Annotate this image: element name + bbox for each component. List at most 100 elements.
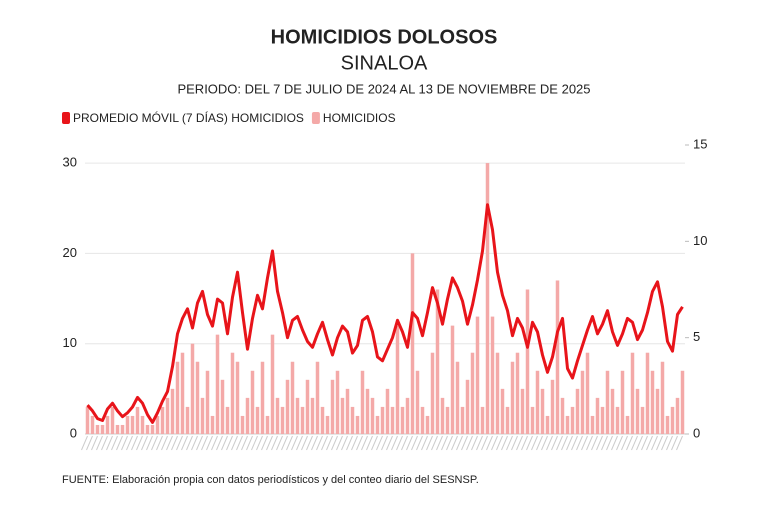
source-note: FUENTE: Elaboración propia con datos per… <box>62 474 479 486</box>
bar <box>295 397 300 434</box>
bar <box>660 361 665 434</box>
bar <box>645 352 650 434</box>
x-tick <box>246 435 253 451</box>
x-tick <box>336 435 343 451</box>
bar <box>130 415 135 434</box>
x-tick <box>551 435 558 451</box>
bar <box>300 406 305 434</box>
x-tick <box>291 435 298 451</box>
bar <box>360 370 365 434</box>
bar <box>150 424 155 434</box>
bar <box>120 424 125 434</box>
bar <box>110 406 115 434</box>
x-tick <box>496 435 503 451</box>
bar <box>625 415 630 434</box>
bar <box>400 406 405 434</box>
x-tick <box>321 435 328 451</box>
chart-title: HOMICIDIOS DOLOSOS <box>271 26 498 48</box>
y-tick-label: 20 <box>63 245 77 260</box>
x-tick <box>261 435 268 451</box>
x-tick <box>646 435 653 451</box>
x-tick <box>611 435 618 451</box>
bar <box>350 406 355 434</box>
bar <box>125 415 130 434</box>
x-tick <box>191 435 198 451</box>
legend-label: HOMICIDIOS <box>323 111 396 125</box>
bar <box>220 379 225 434</box>
x-tick <box>411 435 418 451</box>
x-tick <box>476 435 483 451</box>
x-tick <box>661 435 668 451</box>
bar <box>425 415 430 434</box>
x-tick <box>376 435 383 451</box>
bar <box>165 397 170 434</box>
x-tick <box>636 435 643 451</box>
x-tick <box>366 435 373 451</box>
x-tick <box>581 435 588 451</box>
x-tick <box>111 435 118 451</box>
x-tick <box>226 435 233 451</box>
x-tick <box>431 435 438 451</box>
x-tick <box>236 435 243 451</box>
bar <box>85 406 90 434</box>
x-tick <box>541 435 548 451</box>
x-tick <box>96 435 103 451</box>
bar <box>560 397 565 434</box>
x-tick <box>641 435 648 451</box>
x-tick <box>121 435 128 451</box>
x-tick <box>126 435 133 451</box>
bar <box>340 397 345 434</box>
x-tick <box>586 435 593 451</box>
bar <box>205 370 210 434</box>
bar <box>680 370 685 434</box>
bar <box>255 406 260 434</box>
bar <box>475 316 480 434</box>
bar <box>655 388 660 434</box>
bar <box>495 352 500 434</box>
x-tick <box>381 435 388 451</box>
x-tick <box>81 435 88 451</box>
bar <box>415 370 420 434</box>
x-tick <box>466 435 473 451</box>
bar <box>190 343 195 434</box>
bar <box>510 361 515 434</box>
x-tick <box>256 435 263 451</box>
x-tick <box>401 435 408 451</box>
legend-swatch <box>62 112 70 124</box>
x-tick <box>456 435 463 451</box>
bar <box>175 361 180 434</box>
x-tick <box>471 435 478 451</box>
x-tick <box>361 435 368 451</box>
x-tick <box>446 435 453 451</box>
x-tick <box>151 435 158 451</box>
x-tick <box>491 435 498 451</box>
bar <box>285 379 290 434</box>
x-tick <box>521 435 528 451</box>
bar <box>610 388 615 434</box>
bar <box>465 379 470 434</box>
bar <box>430 352 435 434</box>
x-tick <box>171 435 178 451</box>
x-tick <box>451 435 458 451</box>
bar <box>620 370 625 434</box>
x-tick <box>326 435 333 451</box>
x-tick <box>166 435 173 451</box>
x-tick <box>671 435 678 451</box>
bar <box>250 370 255 434</box>
bar <box>315 361 320 434</box>
x-tick <box>206 435 213 451</box>
y2-tick-label: 5 <box>693 329 700 344</box>
bar <box>590 415 595 434</box>
bar <box>145 424 150 434</box>
bar <box>375 415 380 434</box>
x-tick <box>426 435 433 451</box>
x-tick <box>566 435 573 451</box>
x-tick <box>631 435 638 451</box>
x-tick <box>311 435 318 451</box>
x-tick <box>416 435 423 451</box>
x-tick <box>286 435 293 451</box>
chart-subtitle: SINALOA <box>341 52 428 74</box>
bar <box>640 406 645 434</box>
x-tick <box>436 435 443 451</box>
bar <box>235 361 240 434</box>
